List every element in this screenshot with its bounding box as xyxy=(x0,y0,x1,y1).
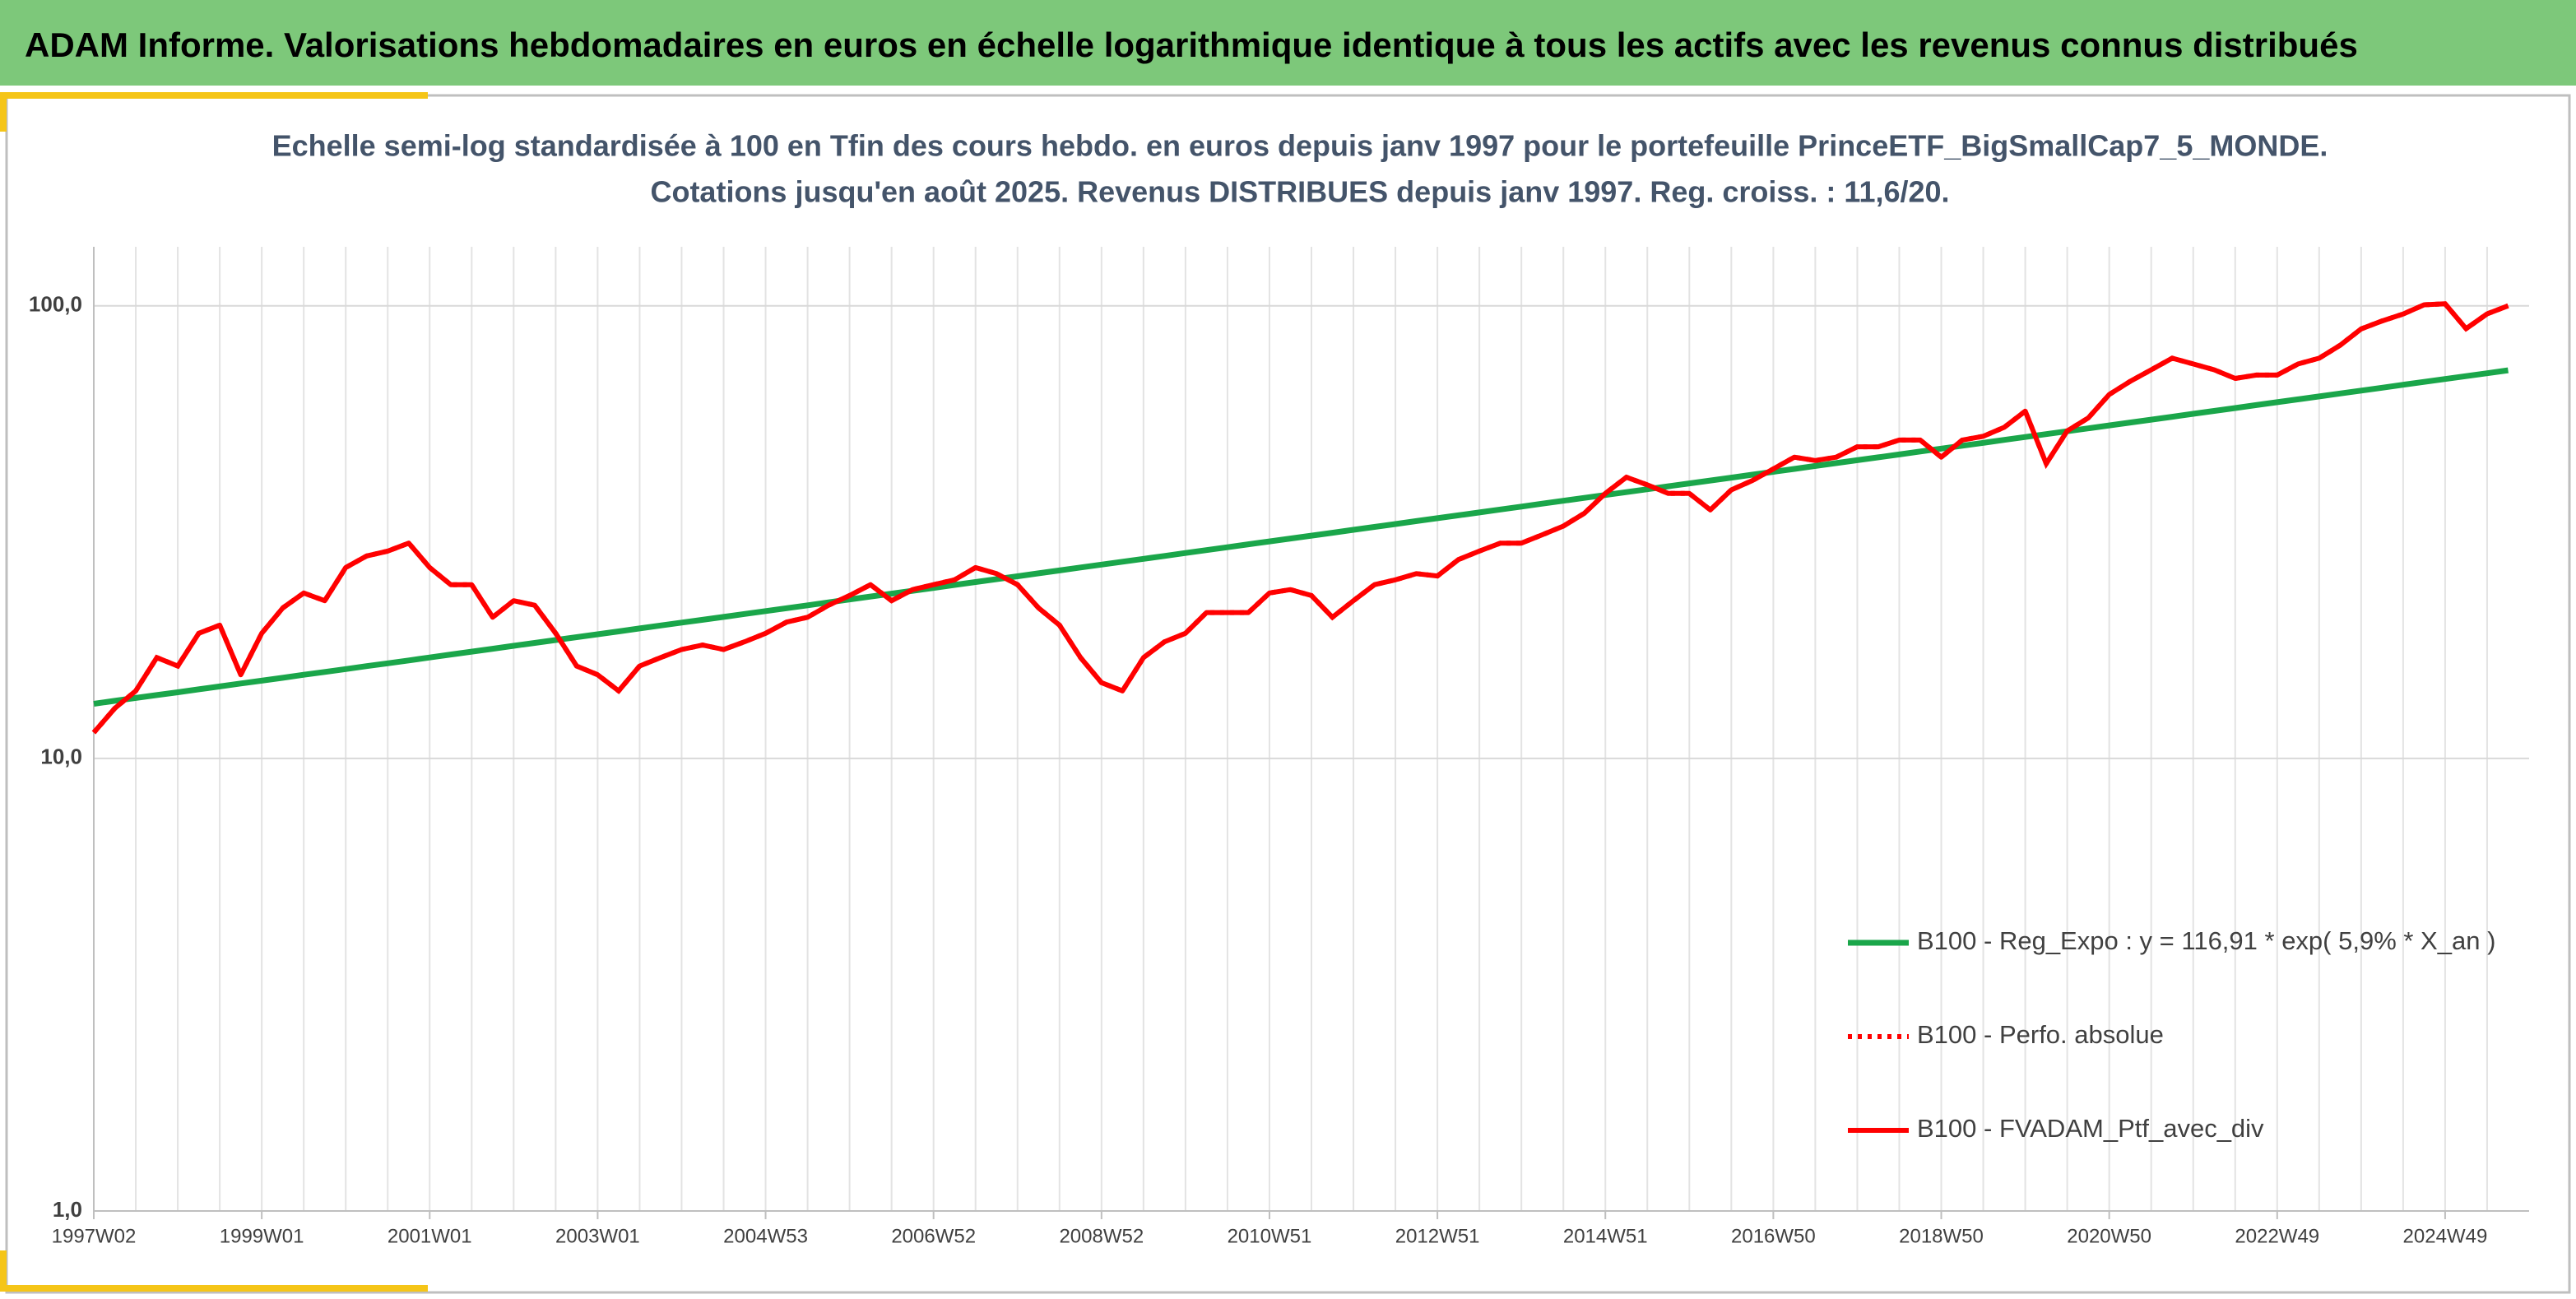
x-tick-label: 2018W50 xyxy=(1899,1225,1984,1247)
y-tick-label: 100,0 xyxy=(29,292,82,317)
x-tick-label: 2024W49 xyxy=(2403,1225,2488,1247)
chart-frame xyxy=(5,94,2571,1294)
series-line xyxy=(93,367,2509,707)
header-bar xyxy=(0,0,2576,86)
x-tick-label: 2004W53 xyxy=(723,1225,808,1247)
corner-accent xyxy=(0,1250,428,1292)
chart-subtitle: Cotations jusqu'en août 2025. Revenus DI… xyxy=(650,175,1949,209)
x-tick-label: 2006W52 xyxy=(891,1225,976,1247)
x-tick-label: 2016W50 xyxy=(1731,1225,1816,1247)
x-tick-label: 2003W01 xyxy=(555,1225,640,1247)
x-tick-label: 2012W51 xyxy=(1395,1225,1480,1247)
x-tick-label: 1997W02 xyxy=(52,1225,137,1247)
x-tick-label: 2022W49 xyxy=(2235,1225,2319,1247)
x-tick-label: 1999W01 xyxy=(220,1225,304,1247)
x-tick-label: 2020W50 xyxy=(2067,1225,2151,1247)
x-tick-label: 2014W51 xyxy=(1563,1225,1648,1247)
header-title: ADAM Informe. Valorisations hebdomadaire… xyxy=(25,26,2358,64)
series-line xyxy=(91,301,2509,735)
x-tick-label: 2001W01 xyxy=(388,1225,472,1247)
x-tick-label: 2008W52 xyxy=(1059,1225,1144,1247)
y-tick-label: 10,0 xyxy=(40,745,82,769)
chart-title: Echelle semi-log standardisée à 100 en T… xyxy=(272,129,2328,163)
y-tick-label: 1,0 xyxy=(53,1197,82,1222)
legend-label: B100 - FVADAM_Ptf_avec_div xyxy=(1917,1114,2264,1143)
x-tick-label: 2010W51 xyxy=(1228,1225,1312,1247)
legend-label: B100 - Reg_Expo : y = 116,91 * exp( 5,9%… xyxy=(1917,926,2495,955)
legend-label: B100 - Perfo. absolue xyxy=(1917,1020,2164,1049)
corner-accent xyxy=(0,92,428,132)
